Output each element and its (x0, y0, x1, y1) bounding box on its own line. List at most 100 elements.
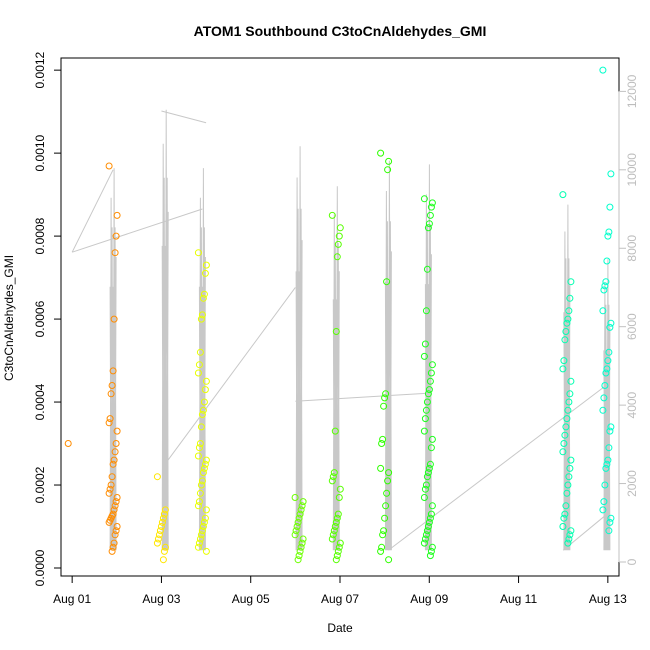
data-point (424, 224, 432, 232)
data-point (566, 294, 574, 302)
altitude-profile (332, 186, 340, 551)
data-point (196, 535, 204, 543)
data-point (378, 440, 386, 447)
data-point (561, 510, 569, 518)
data-point (197, 315, 205, 323)
data-point (296, 510, 304, 518)
data-point (331, 427, 339, 435)
data-point (108, 473, 116, 481)
data-point (602, 369, 610, 377)
data-point (197, 423, 205, 431)
data-point (385, 556, 393, 564)
data-point (425, 518, 433, 526)
data-point (424, 469, 432, 477)
data-point (202, 377, 210, 385)
data-point (198, 311, 206, 319)
data-point (606, 427, 614, 435)
data-point (427, 369, 435, 377)
data-point (564, 539, 572, 547)
data-point (161, 506, 169, 514)
data-point (106, 415, 114, 423)
data-point (299, 535, 307, 543)
data-point (298, 539, 306, 547)
y2-tick-label: 4000 (625, 391, 639, 418)
data-point (566, 531, 574, 539)
data-point (603, 365, 611, 373)
data-point (333, 253, 341, 261)
data-point (195, 498, 203, 506)
x-axis: Aug 01 Aug 03 Aug 05 Aug 07 Aug 09 Aug 11 Aug … (53, 575, 627, 606)
data-point (109, 543, 117, 551)
data-point (565, 473, 573, 481)
data-point (603, 460, 611, 468)
data-point (605, 348, 613, 356)
data-point (196, 489, 204, 497)
data-point (293, 523, 301, 530)
data-point (107, 481, 115, 489)
data-point (601, 481, 609, 489)
x-tick-label: Aug 11 (500, 592, 537, 606)
data-point (423, 398, 431, 406)
data-point (564, 481, 572, 489)
data-point (295, 514, 303, 522)
data-point (563, 489, 571, 497)
data-point (335, 232, 343, 240)
data-point (377, 464, 385, 472)
data-point (196, 348, 204, 356)
altitude-transit-line (71, 169, 114, 253)
data-point (604, 357, 612, 365)
data-point (200, 290, 208, 298)
data-point (566, 464, 574, 472)
data-point (202, 261, 210, 269)
data-point (194, 452, 202, 460)
y-tick-label: 0.0008 (33, 217, 47, 254)
data-point (159, 514, 167, 522)
data-point (111, 502, 119, 510)
data-point (200, 464, 208, 472)
data-point (199, 406, 207, 414)
y2-tick-label: 10000 (625, 153, 639, 187)
y-tick-label: 0.0010 (33, 134, 47, 171)
data-point (298, 502, 306, 510)
altitude-profile (563, 204, 571, 551)
data-point (199, 469, 207, 477)
data-point (379, 531, 387, 539)
data-point (294, 556, 302, 564)
data-point (330, 469, 338, 477)
data-point (606, 203, 614, 211)
data-point (334, 240, 342, 248)
data-point (109, 460, 117, 468)
data-point (155, 531, 163, 539)
data-point (385, 157, 393, 165)
data-point (198, 411, 206, 418)
data-point (328, 211, 336, 219)
data-point (428, 502, 436, 510)
data-point (160, 547, 168, 555)
x-tick-label: Aug 13 (589, 592, 627, 606)
data-points (64, 66, 615, 564)
chart-title: ATOM1 Southbound C3toCnAldehydes_GMI (194, 23, 487, 39)
data-point (604, 232, 612, 240)
data-point (567, 456, 575, 464)
data-point (156, 527, 164, 535)
data-point (379, 435, 387, 443)
data-point (195, 539, 203, 547)
data-point (421, 340, 429, 348)
data-point (599, 307, 607, 315)
data-point (195, 361, 203, 369)
data-point (421, 415, 429, 423)
data-point (599, 66, 607, 74)
altitude-transit-line (295, 392, 426, 402)
data-point (201, 386, 209, 394)
data-point (561, 431, 569, 439)
data-point (194, 502, 202, 510)
data-point (565, 535, 573, 543)
data-point (200, 518, 208, 526)
data-point (113, 211, 121, 219)
data-point (291, 531, 299, 539)
data-point (196, 440, 204, 447)
data-point (424, 523, 432, 530)
data-point (426, 514, 434, 522)
data-point (110, 506, 118, 514)
